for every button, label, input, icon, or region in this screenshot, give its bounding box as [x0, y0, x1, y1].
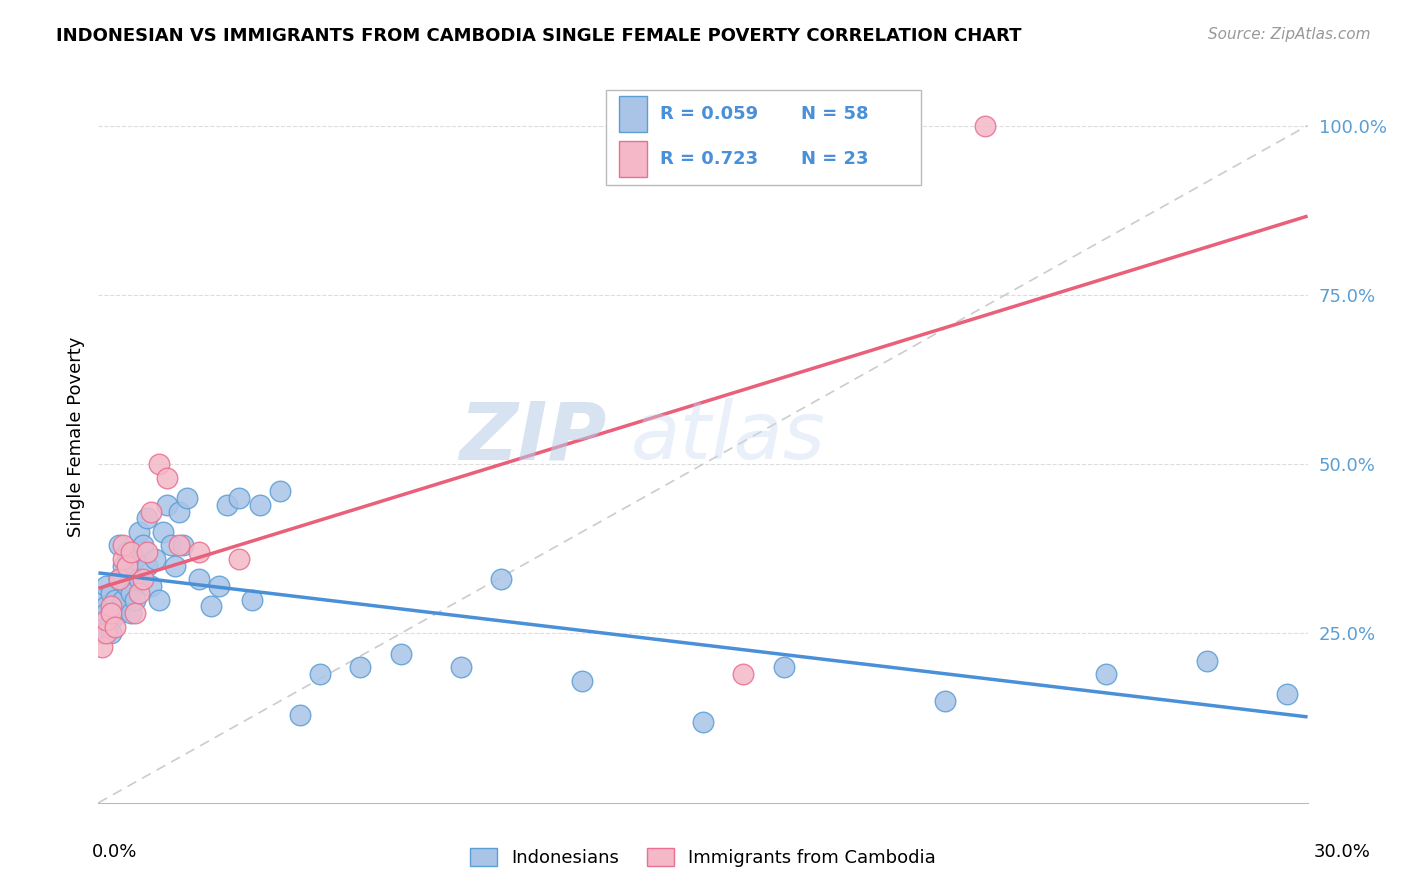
Point — [128, 572, 150, 586]
Point — [107, 572, 129, 586]
Point — [100, 626, 122, 640]
Point — [107, 572, 129, 586]
Point — [100, 586, 122, 600]
Point — [269, 484, 291, 499]
Point — [1277, 688, 1299, 702]
Text: ZIP: ZIP — [458, 398, 606, 476]
Point — [124, 606, 146, 620]
Point — [103, 592, 125, 607]
Point — [128, 524, 150, 539]
Point — [152, 524, 174, 539]
Text: 0.0%: 0.0% — [91, 843, 136, 861]
Point — [1095, 667, 1118, 681]
Point — [96, 626, 118, 640]
Point — [132, 538, 155, 552]
Point — [91, 592, 114, 607]
Point — [115, 558, 138, 573]
Point — [100, 613, 122, 627]
Point — [100, 606, 122, 620]
Point — [128, 586, 150, 600]
Point — [103, 620, 125, 634]
Text: INDONESIAN VS IMMIGRANTS FROM CAMBODIA SINGLE FEMALE POVERTY CORRELATION CHART: INDONESIAN VS IMMIGRANTS FROM CAMBODIA S… — [56, 27, 1022, 45]
Point — [200, 599, 222, 614]
Point — [135, 558, 157, 573]
Point — [156, 498, 179, 512]
Point — [139, 505, 162, 519]
Y-axis label: Single Female Poverty: Single Female Poverty — [66, 337, 84, 537]
Text: Source: ZipAtlas.com: Source: ZipAtlas.com — [1208, 27, 1371, 42]
Point — [692, 714, 714, 729]
Point — [120, 586, 142, 600]
Point — [167, 505, 190, 519]
Point — [111, 592, 134, 607]
Point — [249, 498, 271, 512]
Point — [974, 119, 997, 133]
Point — [96, 606, 118, 620]
Point — [100, 599, 122, 614]
Point — [132, 572, 155, 586]
Point — [491, 572, 513, 586]
Point — [135, 511, 157, 525]
Point — [288, 707, 311, 722]
Point — [208, 579, 231, 593]
Point — [91, 640, 114, 654]
Point — [176, 491, 198, 505]
Point — [240, 592, 263, 607]
Point — [111, 538, 134, 552]
Point — [111, 558, 134, 573]
Point — [733, 667, 755, 681]
Point — [389, 647, 412, 661]
Text: 30.0%: 30.0% — [1315, 843, 1371, 861]
Point — [139, 579, 162, 593]
Point — [107, 538, 129, 552]
Point — [91, 626, 114, 640]
Point — [148, 457, 170, 471]
Point — [115, 545, 138, 559]
Point — [228, 552, 250, 566]
Point — [188, 572, 211, 586]
Point — [91, 613, 114, 627]
Point — [217, 498, 239, 512]
Point — [148, 592, 170, 607]
Point — [124, 552, 146, 566]
Point — [167, 538, 190, 552]
Point — [143, 552, 166, 566]
Point — [349, 660, 371, 674]
Point — [111, 552, 134, 566]
Point — [160, 538, 183, 552]
Point — [96, 599, 118, 614]
Point — [172, 538, 194, 552]
Point — [228, 491, 250, 505]
Point — [135, 545, 157, 559]
Point — [96, 579, 118, 593]
Point — [571, 673, 593, 688]
Point — [120, 545, 142, 559]
Point — [96, 613, 118, 627]
Legend: Indonesians, Immigrants from Cambodia: Indonesians, Immigrants from Cambodia — [463, 840, 943, 874]
Point — [124, 592, 146, 607]
Point — [103, 599, 125, 614]
Point — [156, 471, 179, 485]
Point — [107, 606, 129, 620]
Text: atlas: atlas — [630, 398, 825, 476]
Point — [115, 579, 138, 593]
Point — [188, 545, 211, 559]
Point — [450, 660, 472, 674]
Point — [309, 667, 332, 681]
Point — [120, 606, 142, 620]
Point — [163, 558, 186, 573]
Point — [934, 694, 956, 708]
Point — [1195, 654, 1218, 668]
Point — [772, 660, 794, 674]
